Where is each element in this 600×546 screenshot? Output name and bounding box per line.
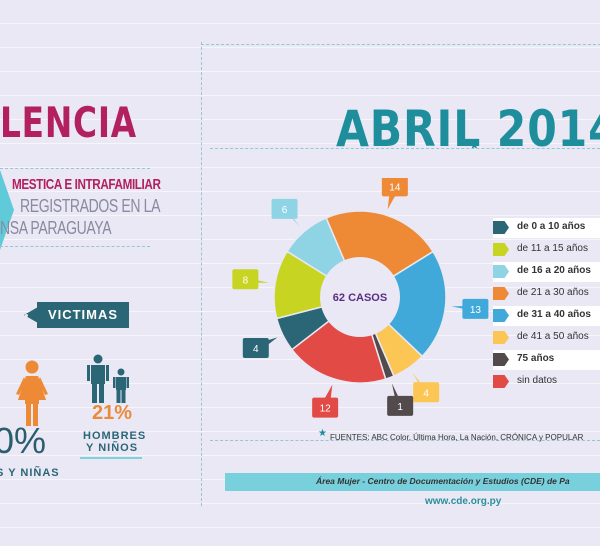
legend-swatch <box>493 265 509 278</box>
pie-slice <box>358 250 447 358</box>
sources-text: FUENTES: ABC Color, Última Hora, La Naci… <box>330 433 584 442</box>
callout-box <box>271 198 298 219</box>
legend-swatch <box>493 375 509 388</box>
legend-swatch <box>493 309 509 322</box>
callout-box <box>381 178 408 197</box>
male-caption-line-1: HOMBRES <box>83 430 147 442</box>
callout-box <box>462 298 489 319</box>
subtitle-line-2: REGISTRADOS EN LA <box>20 196 161 216</box>
male-underline <box>80 457 142 459</box>
legend-label: de 21 a 30 años <box>517 287 589 298</box>
callout-box <box>387 395 414 416</box>
panel-border <box>201 44 600 45</box>
female-figure-icon <box>16 360 48 426</box>
male-figure-icon <box>87 354 109 403</box>
female-percentage: 0% <box>0 420 47 461</box>
slice-callout: 13 <box>451 298 489 319</box>
month-title: ABRIL 2014 <box>336 100 600 158</box>
legend-item: de 31 a 40 años <box>493 305 600 327</box>
boy-figure-icon <box>113 368 129 403</box>
center-label: 62 CASOS <box>333 292 387 304</box>
slice-value-label: 8 <box>243 275 249 286</box>
legend-label: de 11 a 15 años <box>517 243 588 254</box>
slice-callout: 6 <box>271 198 301 228</box>
legend-swatch <box>493 287 509 300</box>
slice-callout: 4 <box>242 337 278 358</box>
female-caption: S Y NIÑAS <box>0 467 60 479</box>
slice-value-label: 4 <box>253 344 259 355</box>
callout-box <box>413 382 440 403</box>
legend-highlight <box>493 262 600 282</box>
slice-callout: 8 <box>232 269 270 290</box>
legend-item: de 21 a 30 años <box>493 283 600 305</box>
legend-highlight <box>493 306 600 326</box>
subtitle-line-1: MESTICA E INTRAFAMILIAR <box>12 176 161 193</box>
legend-item: 75 años <box>493 349 600 371</box>
male-percentage: 21% <box>92 402 133 424</box>
credit-text: Área Mujer - Centro de Documentación y E… <box>316 476 570 486</box>
slice-value-label: 14 <box>389 182 401 193</box>
divider <box>210 440 600 441</box>
website-link[interactable]: www.cde.org.py <box>425 496 502 507</box>
subtitle-line-3: NSA PARAGUAYA <box>0 218 112 238</box>
male-caption-line-2: Y NIÑOS <box>86 442 139 454</box>
star-icon: ★ <box>469 138 480 152</box>
legend-label: sin datos <box>517 375 558 386</box>
donut-chart: 62 CASOS 6 14 13 4 1 12 4 8 <box>232 178 489 418</box>
legend-swatch <box>493 353 509 366</box>
divider <box>210 148 600 149</box>
legend-label: 75 años <box>517 353 555 364</box>
slice-callout: 12 <box>312 384 339 418</box>
donut-hole <box>320 257 400 337</box>
legend-item: de 0 a 10 años <box>493 217 600 239</box>
slice-callout: 4 <box>412 372 440 403</box>
slice-value-label: 12 <box>320 404 332 415</box>
slice-value-label: 4 <box>423 388 429 399</box>
slice-value-label: 13 <box>470 305 482 316</box>
callout-box <box>312 397 339 418</box>
left-panel: LENCIA MESTICA E INTRAFAMILIAR REGISTRAD… <box>0 0 175 546</box>
legend-swatch <box>493 221 509 234</box>
legend-item: de 41 a 50 años <box>493 327 600 349</box>
star-icon: ★ <box>318 428 327 439</box>
legend-swatch <box>493 331 509 344</box>
panel-border <box>201 42 202 506</box>
chart-legend: de 0 a 10 años de 11 a 15 años de 16 a 20 … <box>493 217 600 393</box>
legend-label: de 41 a 50 años <box>517 331 589 342</box>
legend-label: de 16 a 20 años <box>517 265 591 276</box>
victims-badge: VICTIMAS <box>37 302 129 328</box>
slice-callout: 14 <box>381 178 408 210</box>
divider <box>0 246 150 247</box>
legend-label: de 0 a 10 años <box>517 221 586 232</box>
credit-bar <box>225 473 600 491</box>
slice-value-label: 1 <box>397 402 403 413</box>
legend-swatch <box>493 243 509 256</box>
legend-item: sin datos <box>493 371 600 393</box>
slice-callout: 1 <box>387 383 414 416</box>
legend-label: de 31 a 40 años <box>517 309 591 320</box>
legend-highlight <box>493 218 600 238</box>
legend-highlight <box>493 350 600 370</box>
slice-value-label: 6 <box>282 205 288 216</box>
callout-box <box>232 269 259 290</box>
page-title: LENCIA <box>0 98 137 147</box>
legend-item: de 11 a 15 años <box>493 239 600 261</box>
divider <box>0 168 150 169</box>
tag-hole <box>25 314 28 317</box>
legend-item: de 16 a 20 años <box>493 261 600 283</box>
callout-box <box>242 337 269 358</box>
